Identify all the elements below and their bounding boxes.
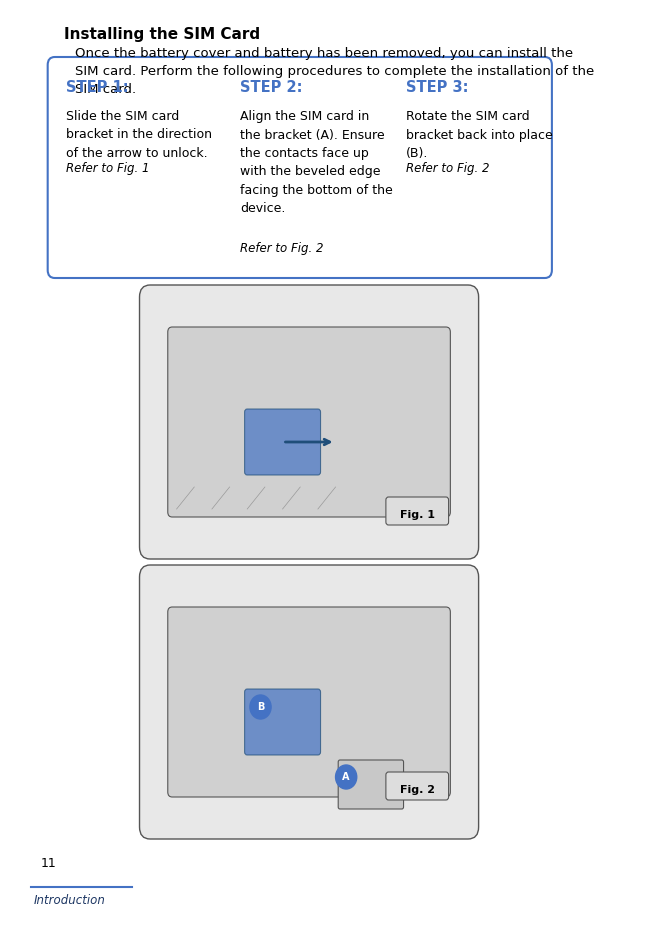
Text: Slide the SIM card
bracket in the direction
of the arrow to unlock.: Slide the SIM card bracket in the direct… — [66, 110, 213, 160]
Text: Once the battery cover and battery has been removed, you can install the
SIM car: Once the battery cover and battery has b… — [75, 47, 594, 96]
FancyBboxPatch shape — [168, 607, 451, 797]
Text: A: A — [342, 772, 350, 782]
FancyBboxPatch shape — [245, 689, 321, 755]
Text: Rotate the SIM card
bracket back into place
(B).: Rotate the SIM card bracket back into pl… — [406, 110, 553, 160]
FancyBboxPatch shape — [48, 57, 552, 278]
Circle shape — [250, 695, 271, 719]
Text: STEP 2:: STEP 2: — [240, 80, 302, 95]
Text: Align the SIM card in
the bracket (A). Ensure
the contacts face up
with the beve: Align the SIM card in the bracket (A). E… — [240, 110, 393, 216]
FancyBboxPatch shape — [338, 760, 403, 809]
Text: Refer to Fig. 2: Refer to Fig. 2 — [406, 162, 489, 175]
FancyBboxPatch shape — [245, 409, 321, 475]
FancyBboxPatch shape — [386, 772, 449, 800]
Text: STEP 1:: STEP 1: — [66, 80, 129, 95]
Text: Introduction: Introduction — [33, 894, 106, 907]
Text: Fig. 2: Fig. 2 — [400, 785, 435, 795]
Text: 11: 11 — [41, 857, 56, 870]
FancyBboxPatch shape — [168, 327, 451, 517]
Text: B: B — [256, 702, 264, 712]
Circle shape — [336, 765, 357, 789]
Text: Fig. 1: Fig. 1 — [400, 510, 435, 520]
Text: STEP 3:: STEP 3: — [406, 80, 468, 95]
Text: Refer to Fig. 1: Refer to Fig. 1 — [66, 162, 150, 175]
FancyBboxPatch shape — [386, 497, 449, 525]
Text: Installing the SIM Card: Installing the SIM Card — [64, 27, 260, 42]
Text: Refer to Fig. 2: Refer to Fig. 2 — [240, 242, 323, 255]
FancyBboxPatch shape — [140, 565, 479, 839]
FancyBboxPatch shape — [140, 285, 479, 559]
